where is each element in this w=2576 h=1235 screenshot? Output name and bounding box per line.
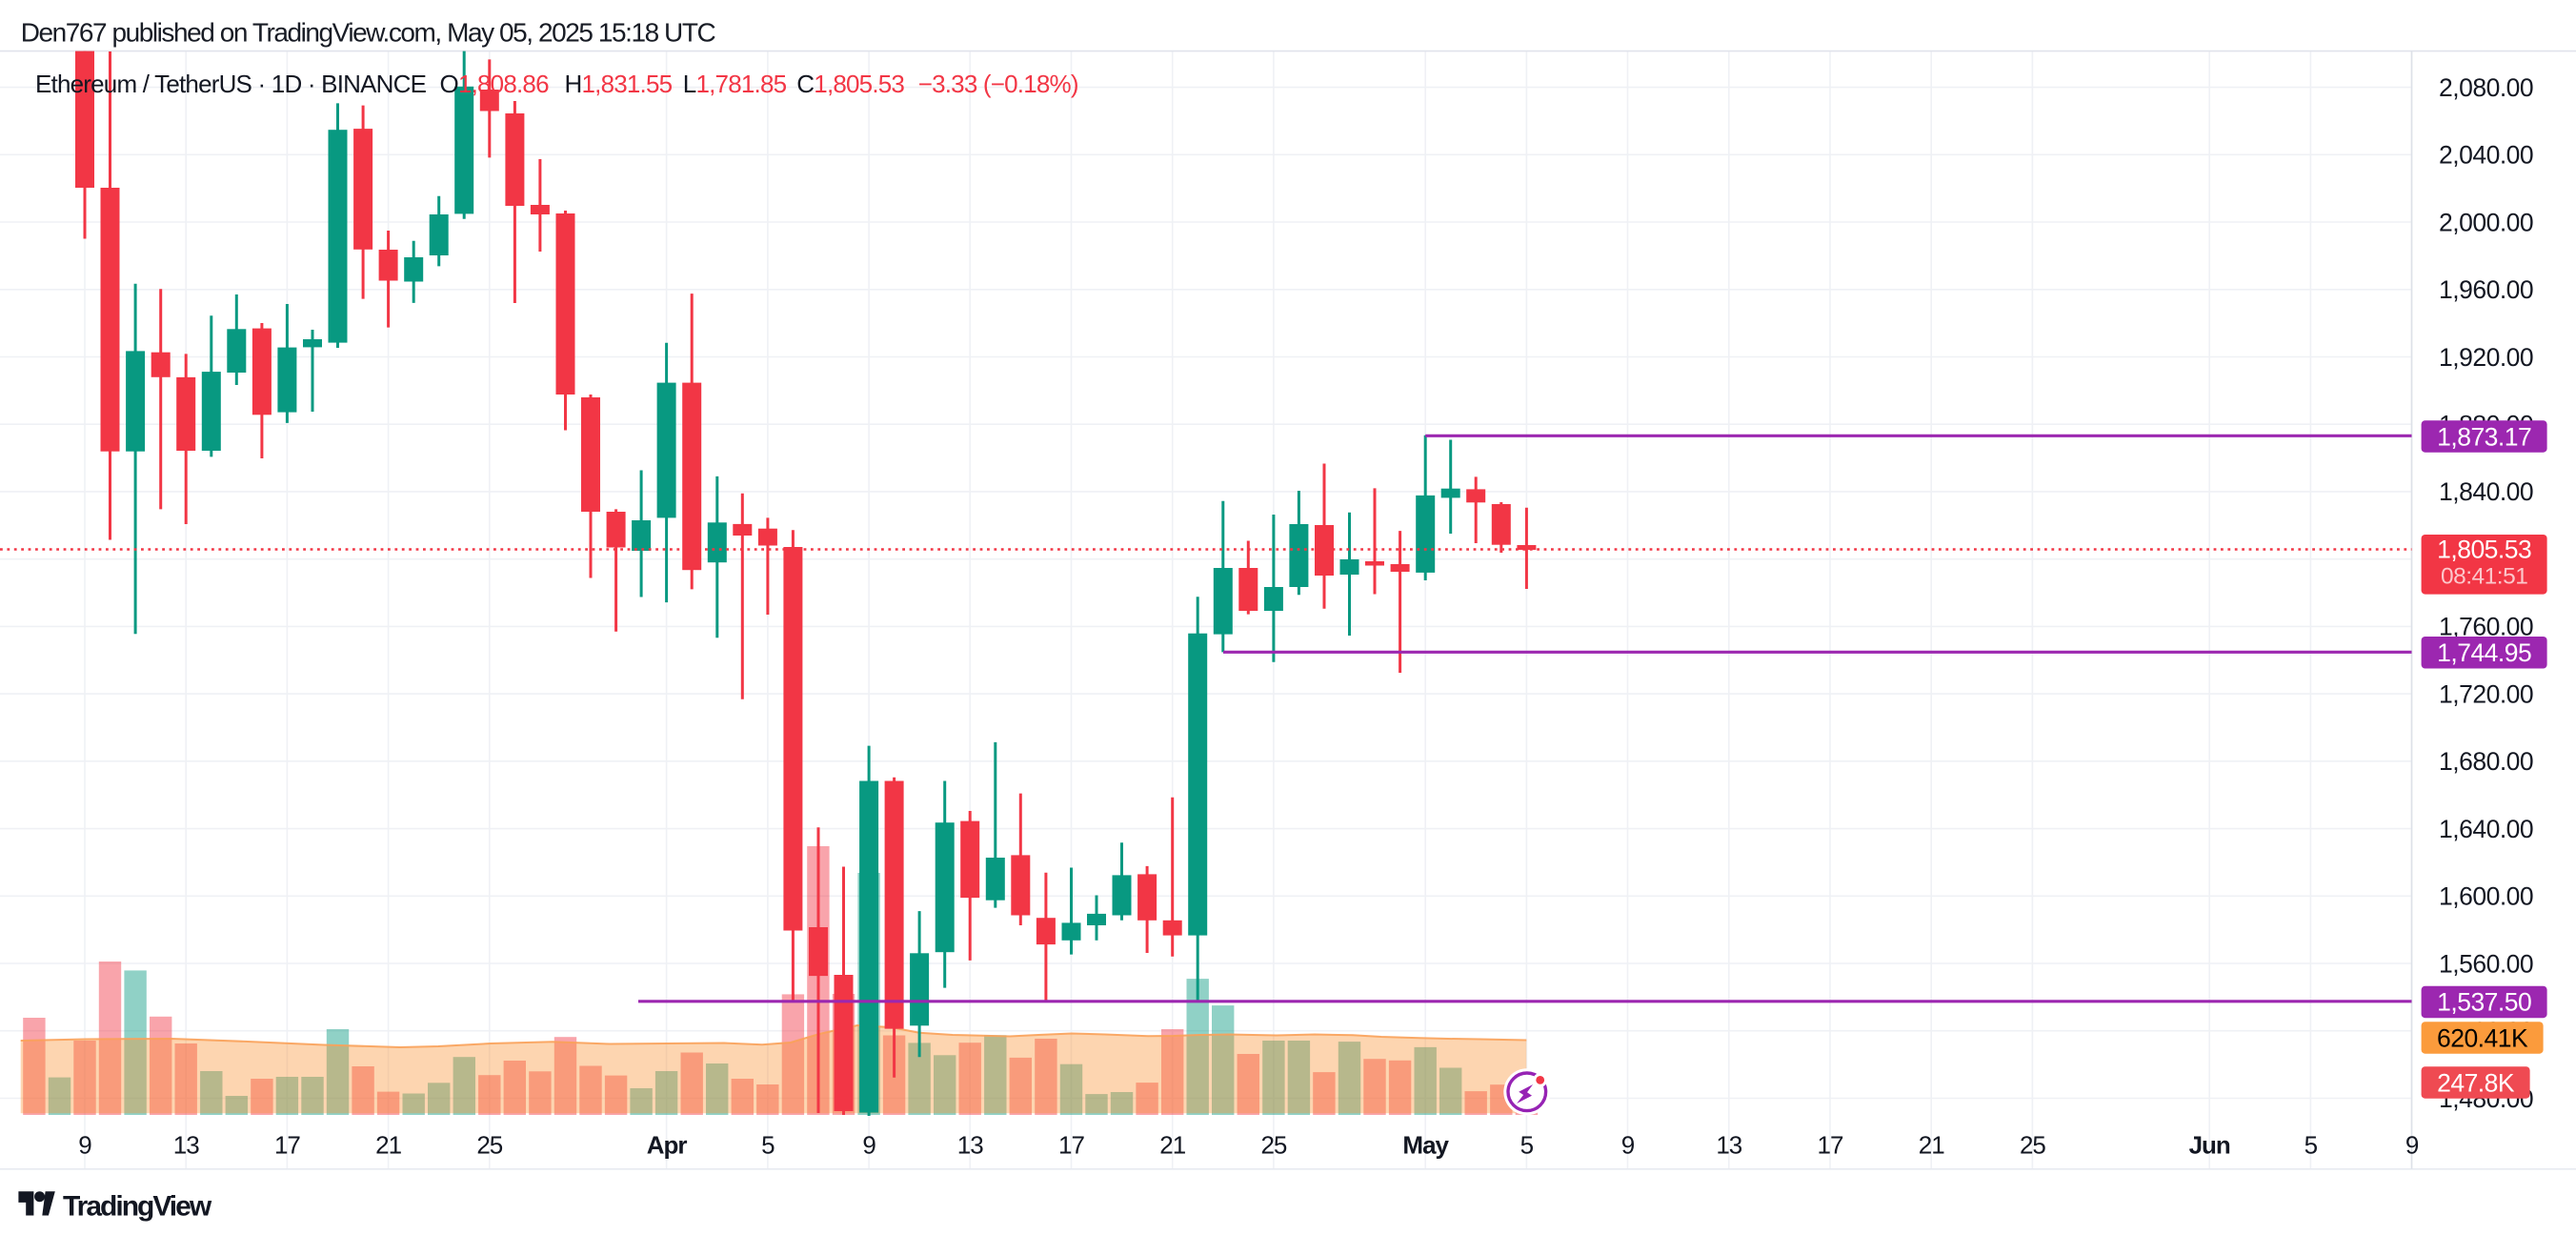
svg-text:1,840.00: 1,840.00 (2439, 477, 2533, 506)
svg-text:5: 5 (2304, 1131, 2318, 1160)
svg-text:1,720.00: 1,720.00 (2439, 679, 2533, 708)
svg-text:1,600.00: 1,600.00 (2439, 882, 2533, 911)
svg-text:17: 17 (274, 1131, 300, 1160)
svg-text:13: 13 (173, 1131, 199, 1160)
svg-text:9: 9 (862, 1131, 875, 1160)
svg-text:17: 17 (1818, 1131, 1843, 1160)
svg-text:08:41:51: 08:41:51 (2441, 564, 2527, 590)
svg-text:2,000.00: 2,000.00 (2439, 208, 2533, 236)
svg-text:1,760.00: 1,760.00 (2439, 613, 2533, 641)
svg-text:13: 13 (957, 1131, 983, 1160)
svg-text:5: 5 (1520, 1131, 1534, 1160)
svg-text:620.41K: 620.41K (2437, 1023, 2528, 1052)
svg-text:9: 9 (2405, 1131, 2419, 1160)
svg-text:9: 9 (78, 1131, 91, 1160)
svg-text:Jun: Jun (2189, 1131, 2230, 1160)
svg-text:21: 21 (1159, 1131, 1185, 1160)
svg-text:13: 13 (1716, 1131, 1741, 1160)
svg-text:1,680.00: 1,680.00 (2439, 747, 2533, 776)
svg-text:1,640.00: 1,640.00 (2439, 815, 2533, 843)
svg-text:2,080.00: 2,080.00 (2439, 73, 2533, 102)
svg-text:21: 21 (1919, 1131, 1944, 1160)
svg-text:25: 25 (476, 1131, 502, 1160)
svg-text:1,744.95: 1,744.95 (2437, 638, 2531, 667)
svg-text:21: 21 (375, 1131, 401, 1160)
svg-text:1,873.17: 1,873.17 (2437, 422, 2531, 451)
svg-text:5: 5 (761, 1131, 775, 1160)
svg-text:25: 25 (1260, 1131, 1286, 1160)
svg-text:1,920.00: 1,920.00 (2439, 343, 2533, 372)
svg-text:TradingView: TradingView (63, 1191, 212, 1223)
svg-text:247.8K: 247.8K (2437, 1068, 2515, 1097)
svg-text:1,560.00: 1,560.00 (2439, 949, 2533, 978)
svg-text:17: 17 (1058, 1131, 1084, 1160)
svg-text:Den767 published on TradingVie: Den767 published on TradingView.com, May… (21, 18, 716, 48)
svg-text:2,040.00: 2,040.00 (2439, 141, 2533, 170)
svg-text:May: May (1402, 1131, 1449, 1160)
svg-text:25: 25 (2020, 1131, 2045, 1160)
svg-text:1,805.53: 1,805.53 (2437, 535, 2531, 563)
svg-text:9: 9 (1621, 1131, 1635, 1160)
svg-text:1,537.50: 1,537.50 (2437, 988, 2531, 1017)
svg-text:1,960.00: 1,960.00 (2439, 275, 2533, 304)
svg-text:Apr: Apr (647, 1131, 688, 1160)
